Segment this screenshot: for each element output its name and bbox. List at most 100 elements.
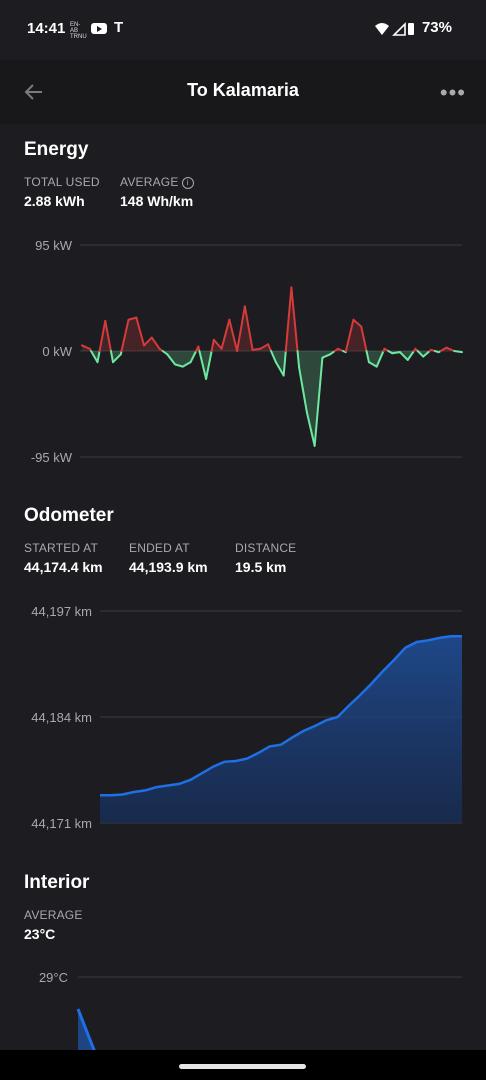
energy-line-segment (236, 305, 246, 352)
energy-line-segment (96, 350, 101, 364)
interior-line (76, 1008, 98, 1055)
tesla-icon: T (114, 19, 124, 36)
energy-line-segment (251, 347, 262, 351)
energy-area-segment (285, 287, 292, 351)
status-time: 14:41 (27, 20, 66, 37)
energy-line-segment (150, 336, 161, 350)
energy-line-segment (109, 350, 115, 364)
energy-line-segment (174, 363, 184, 368)
energy-line-segment (416, 350, 425, 358)
energy-area-segment (275, 351, 284, 376)
energy-line-segment (212, 338, 223, 350)
energy-line-segment (127, 316, 138, 321)
energy-line-segment (81, 344, 91, 350)
odometer-line (100, 635, 462, 797)
started-label: STARTED AT (24, 541, 99, 555)
home-indicator[interactable] (179, 1064, 306, 1069)
average-value: 148 Wh/km (120, 193, 194, 209)
page-title: To Kalamaria (187, 80, 299, 100)
youtube-icon (91, 23, 107, 34)
energy-line-segment (406, 350, 415, 361)
info-icon[interactable]: i (181, 176, 194, 189)
total-used-stat: TOTAL USED 2.88 kWh (24, 175, 100, 209)
energy-line-segment (398, 351, 409, 361)
energy-line-segment (284, 286, 293, 352)
interior-tick-top: 29°C (39, 970, 68, 985)
odometer-tick-top: 44,197 km (31, 604, 92, 619)
odometer-chart: 44,197 km 44,184 km 44,171 km (31, 604, 462, 831)
energy-line-segment (422, 350, 431, 358)
energy-area-segment (353, 319, 362, 351)
distance-value: 19.5 km (235, 559, 287, 575)
energy-tick-zero: 0 kW (42, 344, 72, 359)
odometer-tick-mid: 44,184 km (31, 710, 92, 725)
energy-line-segment (205, 350, 213, 380)
energy-line-segment (143, 336, 153, 347)
energy-line-segment (313, 356, 324, 447)
energy-line-segment (296, 350, 301, 369)
wifi-signal-icon (375, 22, 414, 36)
keyboard-badge: EN-AB TRNU (70, 22, 87, 40)
energy-line-segment (352, 318, 363, 328)
top-app-bar: To Kalamaria ••• (0, 60, 486, 124)
energy-line-segment (365, 350, 370, 364)
energy-line-segment (104, 319, 112, 352)
interior-average-label: AVERAGE (24, 908, 83, 922)
energy-line-segment (267, 343, 273, 352)
energy-line-segment (228, 318, 239, 352)
arrow-left-icon[interactable] (22, 80, 46, 104)
energy-line-segment (198, 350, 208, 380)
energy-line-segment (344, 318, 355, 352)
interior-average-stat: AVERAGE 23°C (24, 908, 83, 942)
energy-line-segment (220, 318, 231, 350)
ended-stat: ENDED AT 44,193.9 km (129, 541, 208, 575)
energy-line-segment (290, 286, 299, 352)
energy-line-segment (453, 350, 463, 354)
energy-line-segment (282, 350, 287, 377)
energy-line-segment (439, 346, 448, 352)
ended-label: ENDED AT (129, 541, 190, 555)
started-value: 44,174.4 km (24, 559, 103, 575)
energy-line-segment (189, 350, 198, 364)
energy-line-segment (98, 319, 107, 352)
energy-line-segment (321, 353, 332, 359)
energy-line-segment (135, 316, 146, 347)
energy-line-segment (166, 353, 177, 366)
interior-average-value: 23°C (24, 926, 56, 942)
energy-area-segment (175, 351, 183, 367)
total-used-label: TOTAL USED (24, 175, 100, 189)
energy-line-segment (360, 325, 368, 352)
energy-chart: 95 kW 0 kW -95 kW (31, 238, 463, 465)
energy-line-segment (112, 353, 122, 364)
energy-line-segment (259, 343, 270, 350)
interior-chart: 29°C (39, 970, 462, 1055)
energy-tick-top: 95 kW (35, 238, 73, 253)
battery-percent: 73% (421, 19, 452, 36)
energy-line-segment (445, 346, 456, 352)
energy-area-segment (306, 351, 315, 446)
energy-line-segment (243, 305, 254, 351)
energy-line-segment (181, 361, 192, 368)
energy-line-segment (210, 338, 215, 352)
battery-icon (408, 23, 414, 35)
energy-line-segment (391, 351, 401, 355)
interior-section-title: Interior (24, 872, 90, 893)
distance-label: DISTANCE (235, 541, 297, 555)
energy-line-segment (375, 350, 385, 368)
energy-section-title: Energy (24, 139, 89, 160)
energy-line-segment (298, 366, 308, 414)
energy-line-segment (274, 361, 285, 377)
energy-line-segment (90, 350, 99, 364)
distance-stat: DISTANCE 19.5 km (235, 541, 296, 575)
energy-line-segment (367, 361, 378, 368)
energy-line-segment (305, 411, 316, 447)
status-bar: 14:41 EN-AB TRNU T 73% (0, 0, 486, 60)
odometer-tick-bottom: 44,171 km (31, 816, 92, 831)
odometer-section-title: Odometer (24, 505, 114, 526)
energy-line-segment (120, 318, 130, 352)
more-horizontal-icon[interactable]: ••• (439, 80, 466, 105)
ended-value: 44,193.9 km (129, 559, 208, 575)
average-stat: AVERAGE i 148 Wh/km (120, 175, 194, 209)
energy-area-segment (128, 317, 137, 351)
odometer-area (100, 636, 462, 823)
